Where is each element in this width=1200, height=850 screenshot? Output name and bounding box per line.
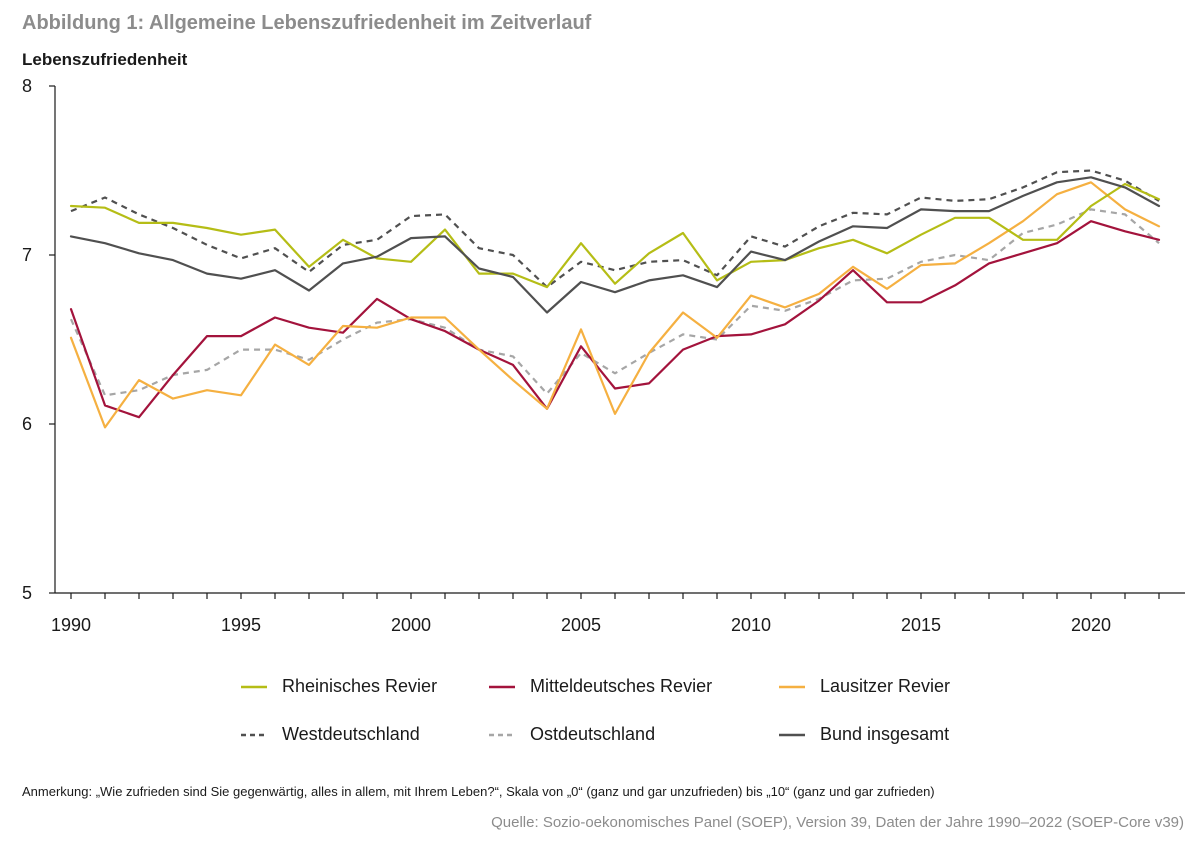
line-chart: 5 6 7 8 1990 1995 2000 2005 2010 2015 2020	[22, 76, 1185, 635]
x-axis: 1990 1995 2000 2005 2010 2015 2020	[51, 592, 1185, 635]
legend-item-bund-insgesamt: Bund insgesamt	[778, 724, 949, 745]
legend-label-rheinisches-revier: Rheinisches Revier	[282, 676, 438, 696]
legend-item-lausitzer-revier: Lausitzer Revier	[778, 676, 950, 697]
legend-item-rheinisches-revier: Rheinisches Revier	[240, 676, 437, 697]
legend-label-bund-insgesamt: Bund insgesamt	[820, 724, 950, 744]
legend-label-mitteldeutsches-revier: Mitteldeutsches Revier	[530, 676, 713, 696]
series-line-lausitzer-revier	[69, 181, 1161, 429]
figure-title: Abbildung 1: Allgemeine Lebenszufriedenh…	[22, 12, 592, 34]
series-lines	[69, 169, 1161, 429]
x-tick-label-1995: 1995	[221, 615, 261, 635]
series-line-ostdeutschland	[69, 208, 1160, 397]
legend-label-lausitzer-revier: Lausitzer Revier	[820, 676, 951, 696]
legend-item-ostdeutschland: Ostdeutschland	[488, 724, 655, 745]
y-tick-label-5: 5	[22, 583, 32, 603]
series-line-mitteldeutsches-revier	[69, 220, 1161, 419]
y-axis-title: Lebenszufriedenheit	[22, 50, 188, 69]
legend-item-mitteldeutsches-revier: Mitteldeutsches Revier	[488, 676, 712, 697]
x-tick-label-2020: 2020	[1071, 615, 1111, 635]
legend-swatch-ostdeutschland	[489, 733, 515, 736]
x-tick-label-2010: 2010	[731, 615, 771, 635]
x-tick-label-2005: 2005	[561, 615, 601, 635]
y-tick-label-7: 7	[22, 245, 32, 265]
x-tick-label-1990: 1990	[51, 615, 91, 635]
y-tick-label-8: 8	[22, 76, 32, 96]
x-tick-label-2000: 2000	[391, 615, 431, 635]
legend-swatch-rheinisches-revier	[241, 685, 267, 688]
chart-note: Anmerkung: „Wie zufrieden sind Sie gegen…	[22, 784, 935, 799]
chart-source: Quelle: Sozio-oekonomisches Panel (SOEP)…	[491, 814, 1184, 831]
series-line-rheinisches-revier	[69, 182, 1161, 289]
x-tick-label-2015: 2015	[901, 615, 941, 635]
legend-swatch-mitteldeutsches-revier	[489, 685, 515, 688]
series-line-bund-insgesamt	[69, 176, 1161, 314]
legend-swatch-westdeutschland	[241, 733, 267, 736]
legend-swatch-lausitzer-revier	[779, 685, 805, 688]
series-line-westdeutschland	[70, 169, 1160, 289]
legend-item-westdeutschland: Westdeutschland	[240, 724, 420, 745]
legend-swatch-bund-insgesamt	[779, 733, 805, 736]
legend-label-westdeutschland: Westdeutschland	[282, 724, 420, 744]
y-axis: 5 6 7 8	[22, 76, 56, 603]
legend-label-ostdeutschland: Ostdeutschland	[530, 724, 656, 744]
y-tick-label-6: 6	[22, 414, 32, 434]
